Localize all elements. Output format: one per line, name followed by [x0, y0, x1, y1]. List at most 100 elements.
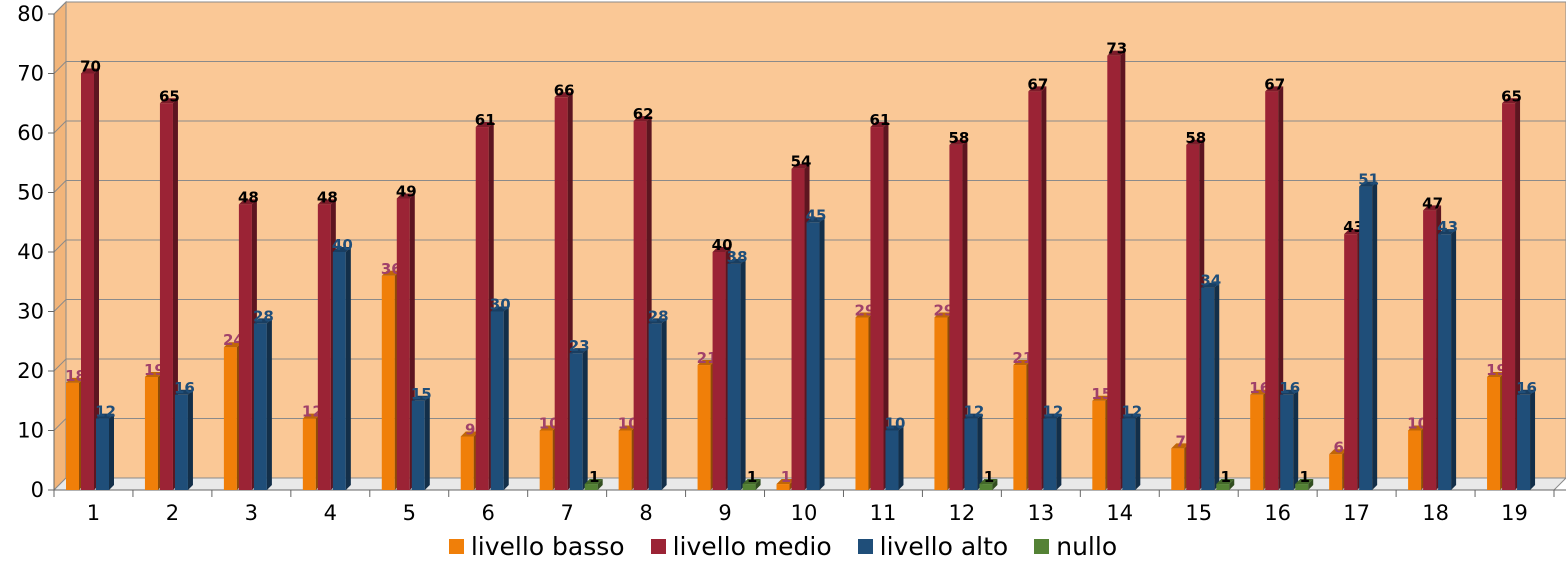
- bar-top: [1487, 371, 1506, 377]
- bar: [396, 198, 410, 490]
- bar-side: [597, 479, 603, 490]
- data-label: 15: [1091, 385, 1112, 403]
- bar-side: [1056, 413, 1062, 490]
- legend-swatch: [857, 538, 873, 554]
- bar: [1171, 448, 1185, 490]
- data-label: 61: [475, 111, 496, 129]
- bar: [475, 127, 489, 491]
- data-label: 6: [1333, 438, 1343, 456]
- bar: [1107, 55, 1121, 491]
- bar: [1186, 144, 1200, 490]
- legend-item: livello medio: [650, 532, 832, 561]
- data-label: 49: [396, 182, 417, 200]
- data-label: 16: [1279, 379, 1300, 397]
- data-label: 10: [539, 415, 560, 433]
- x-tick-label: 1: [87, 501, 100, 525]
- legend-swatch: [448, 538, 464, 554]
- bar-side: [172, 98, 178, 490]
- bar-top: [949, 139, 968, 145]
- bar-top: [238, 199, 257, 205]
- bar: [1502, 103, 1516, 490]
- x-tick-label: 8: [639, 501, 652, 525]
- y-tick-label: 80: [17, 2, 44, 26]
- x-tick-label: 5: [403, 501, 416, 525]
- bar: [1265, 91, 1279, 490]
- data-label: 29: [933, 301, 954, 319]
- bar-top: [742, 479, 761, 485]
- bar: [381, 275, 395, 490]
- x-tick-label: 2: [166, 501, 179, 525]
- bar: [332, 252, 346, 490]
- data-label: 23: [569, 337, 590, 355]
- bar: [1092, 400, 1106, 490]
- bar-side: [1278, 86, 1284, 490]
- data-label: 62: [633, 105, 654, 123]
- x-tick-label: 11: [870, 501, 897, 525]
- bar-side: [740, 258, 746, 490]
- bar-top: [934, 312, 953, 318]
- bar-top: [870, 122, 889, 128]
- data-label: 29: [855, 301, 876, 319]
- legend-label: nullo: [1056, 531, 1118, 561]
- bar: [584, 484, 598, 490]
- bar-side: [992, 479, 998, 490]
- bar: [964, 418, 978, 490]
- bar: [1216, 484, 1230, 490]
- legend-item: livello alto: [857, 532, 1008, 561]
- data-label: 21: [1012, 349, 1033, 367]
- data-label: 1: [1299, 468, 1309, 486]
- x-tick-label: 6: [482, 501, 495, 525]
- bar: [253, 323, 267, 490]
- bar-top: [332, 247, 351, 252]
- bar-side: [1372, 181, 1378, 491]
- data-label: 67: [1264, 75, 1285, 93]
- bar-top: [554, 92, 573, 98]
- bar-top: [81, 68, 99, 74]
- bar-top: [490, 306, 509, 312]
- bar: [302, 418, 316, 490]
- bar-top: [806, 217, 825, 223]
- bar: [1408, 430, 1422, 490]
- data-label: 48: [317, 188, 338, 206]
- bar: [806, 222, 820, 490]
- bar-top: [855, 312, 874, 318]
- y-tick-label: 40: [17, 240, 44, 264]
- bar: [1295, 484, 1309, 490]
- bar-top: [475, 122, 494, 128]
- data-label: 1: [1221, 468, 1231, 486]
- bar: [1122, 418, 1136, 490]
- x-tick-label: 3: [245, 501, 258, 525]
- bar: [1280, 394, 1294, 490]
- data-label: 58: [1185, 129, 1206, 147]
- data-label: 10: [885, 415, 906, 433]
- bar-top: [1438, 229, 1457, 235]
- bar-side: [1041, 86, 1047, 490]
- bar-top: [776, 479, 795, 485]
- bar: [569, 353, 583, 490]
- legend-label: livello basso: [470, 531, 625, 561]
- bar-top: [618, 425, 637, 431]
- bar-top: [791, 163, 810, 169]
- bar-top: [1329, 449, 1348, 455]
- bar: [159, 103, 173, 490]
- bar: [1043, 418, 1057, 490]
- bar-top: [633, 116, 652, 122]
- bar-top: [159, 98, 178, 104]
- bar-top: [223, 342, 242, 348]
- bar-side: [1229, 479, 1235, 490]
- bar-side: [962, 139, 968, 490]
- bar-top: [144, 371, 163, 377]
- gridline-depth: [53, 120, 67, 134]
- y-tick-label: 20: [17, 359, 44, 383]
- bar-side: [898, 425, 904, 490]
- x-tick-label: 12: [949, 501, 976, 525]
- bar-top: [712, 247, 731, 252]
- data-label: 61: [870, 111, 891, 129]
- data-label: 47: [1422, 194, 1443, 212]
- data-label: 43: [1437, 218, 1458, 236]
- data-label: 19: [1486, 361, 1507, 379]
- y-tick-label: 0: [31, 478, 44, 502]
- bar-top: [1092, 395, 1111, 401]
- data-label: 38: [727, 248, 748, 266]
- bar-top: [648, 318, 667, 324]
